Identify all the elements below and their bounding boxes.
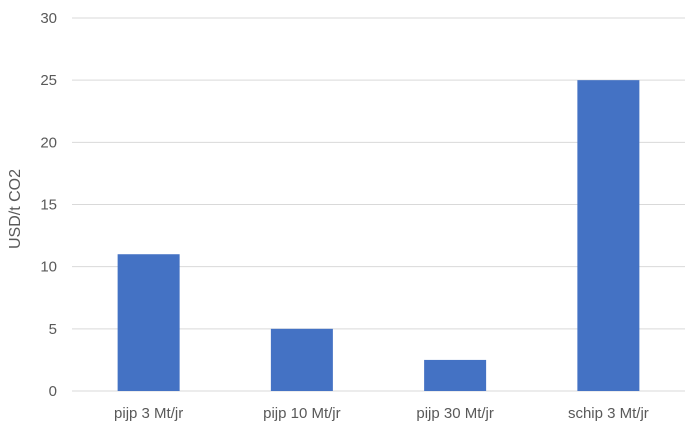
y-tick-label: 0: [49, 383, 57, 400]
y-tick-label: 15: [40, 197, 57, 214]
y-tick-label: 5: [49, 321, 57, 338]
y-tick-label: 30: [40, 10, 57, 27]
bar: [117, 254, 180, 391]
x-tick-label: pijp 3 Mt/jr: [114, 405, 183, 422]
y-tick-label: 25: [40, 72, 57, 89]
y-tick-label: 10: [40, 259, 57, 276]
x-axis-ticks: pijp 3 Mt/jr pijp 10 Mt/jr pijp 30 Mt/jr sc…: [114, 405, 649, 422]
y-tick-label: 20: [40, 134, 57, 151]
bar: [270, 328, 333, 391]
x-tick-label: schip 3 Mt/jr: [568, 405, 649, 422]
y-axis-ticks: 0 5 10 15 20 25 30: [40, 10, 57, 400]
bars: [117, 80, 640, 392]
x-tick-label: pijp 30 Mt/jr: [416, 405, 494, 422]
y-axis-label: USD/t CO2: [7, 169, 24, 249]
x-tick-label: pijp 10 Mt/jr: [263, 405, 341, 422]
bar: [424, 359, 487, 391]
bar: [577, 80, 640, 392]
